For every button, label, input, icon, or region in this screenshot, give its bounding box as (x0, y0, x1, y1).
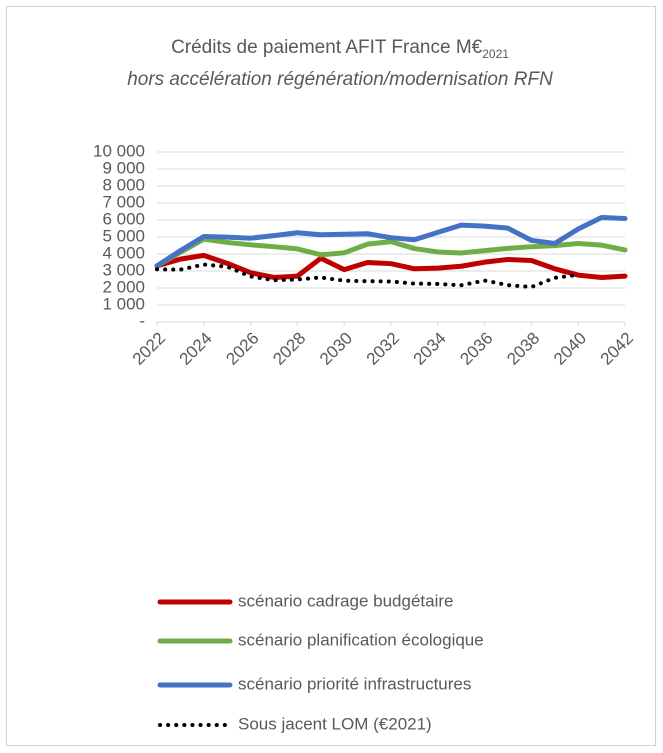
series-line (154, 236, 628, 269)
legend-label: Sous jacent LOM (€2021) (238, 714, 432, 733)
y-tick-label: 10 000 (93, 141, 145, 160)
y-tick-label: 9 000 (102, 158, 145, 177)
title-text: Crédits de paiement AFIT France M€ (171, 37, 483, 58)
x-tick-label: 2028 (269, 329, 309, 369)
series-line (155, 262, 581, 289)
chart-frame (6, 6, 656, 746)
chart-title: Crédits de paiement AFIT France M€2021 (80, 32, 600, 70)
x-tick-label: 2038 (503, 329, 543, 369)
x-tick-label: 2036 (456, 329, 496, 369)
x-tick-label: 2032 (363, 329, 403, 369)
title-subscript: 2021 (482, 46, 509, 61)
x-tick-label: 2030 (316, 329, 356, 369)
y-tick-label: 4 000 (102, 243, 145, 262)
chart-subtitle: hors accélération régénération/modernisa… (127, 69, 553, 90)
x-tick-label: 2024 (176, 329, 216, 369)
series-line (154, 214, 628, 269)
legend-label: scénario planification écologique (238, 630, 484, 649)
x-tick-label: 2042 (597, 329, 637, 369)
y-tick-label: 7 000 (102, 192, 145, 211)
y-tick-label: 1 000 (102, 294, 145, 313)
y-tick-label: 6 000 (102, 209, 145, 228)
x-tick-label: 2026 (222, 329, 262, 369)
x-tick-label: 2022 (129, 329, 169, 369)
y-tick-label: 2 000 (102, 277, 145, 296)
x-tick-label: 2040 (550, 329, 590, 369)
y-tick-label: - (139, 311, 145, 330)
legend-label: scénario cadrage budgétaire (238, 591, 453, 610)
x-tick-label: 2034 (410, 329, 450, 369)
y-tick-label: 8 000 (102, 175, 145, 194)
series-line (154, 252, 628, 280)
y-tick-label: 5 000 (102, 226, 145, 245)
y-tick-label: 3 000 (102, 260, 145, 279)
legend-label: scénario priorité infrastructures (238, 674, 471, 693)
